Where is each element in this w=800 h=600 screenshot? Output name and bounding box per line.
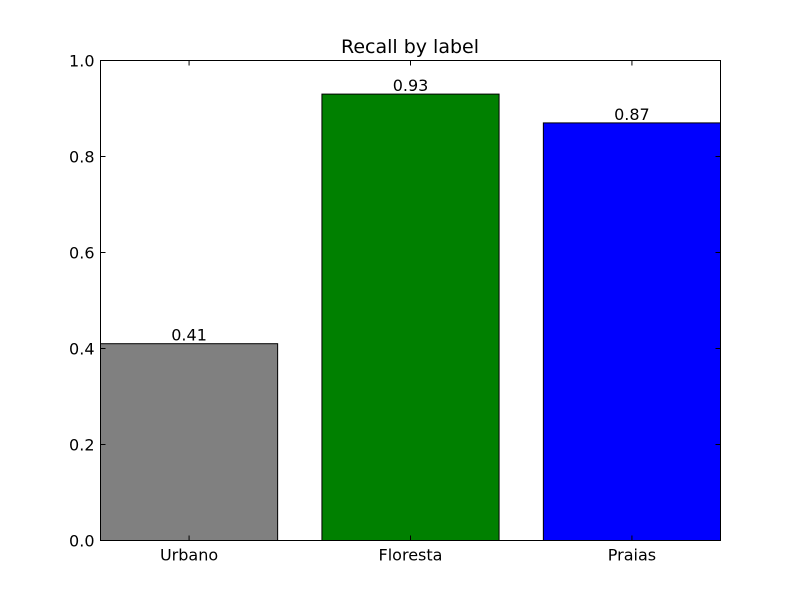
y-tick-label: 0.2 bbox=[69, 436, 94, 455]
y-tick-label: 0.8 bbox=[69, 148, 94, 167]
x-axis-ticks: Urbano Floresta Praias bbox=[160, 60, 656, 565]
x-tick-label-urbano: Urbano bbox=[160, 546, 218, 565]
y-tick-label: 0.0 bbox=[69, 532, 94, 551]
y-tick-label: 0.6 bbox=[69, 244, 94, 263]
x-tick-label-floresta: Floresta bbox=[379, 546, 443, 565]
bars-group bbox=[100, 93, 721, 542]
bar-value-label-urbano: 0.41 bbox=[171, 326, 207, 345]
bar-value-label-praias: 0.87 bbox=[614, 105, 650, 124]
plot-frame bbox=[100, 60, 721, 541]
bar-value-label-floresta: 0.93 bbox=[393, 76, 429, 95]
bar-urbano bbox=[100, 343, 279, 542]
bar-praias bbox=[542, 122, 721, 542]
x-tick-label-praias: Praias bbox=[608, 546, 656, 565]
y-tick-label: 1.0 bbox=[69, 52, 94, 71]
bar-floresta bbox=[321, 93, 500, 541]
bar-value-labels: 0.41 0.93 0.87 bbox=[171, 76, 649, 345]
y-tick-label: 0.4 bbox=[69, 340, 94, 359]
chart-title: Recall by label bbox=[341, 36, 479, 58]
